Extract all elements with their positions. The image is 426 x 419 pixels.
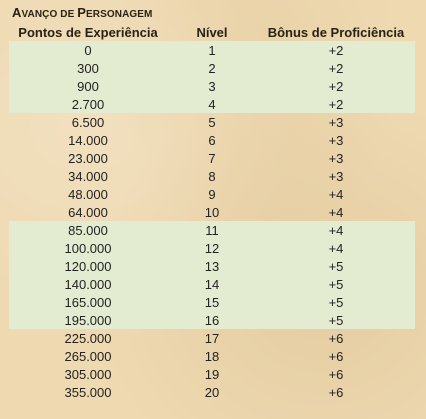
cell-bonus: +2 — [328, 42, 344, 58]
table-row: 6.500 5 +3 — [9, 113, 415, 131]
cell-level: 18 — [204, 348, 220, 364]
cell-xp: 2.700 — [71, 96, 105, 112]
table-row: 300 2 +2 — [9, 59, 415, 77]
header-level: Nível — [196, 24, 228, 40]
header-xp: Pontos de Experiência — [18, 24, 158, 40]
cell-bonus: +5 — [328, 294, 344, 310]
cell-level: 15 — [204, 294, 220, 310]
table-row: 355.000 20 +6 — [9, 383, 415, 401]
cell-level: 2 — [208, 60, 216, 76]
table-row: 0 1 +2 — [9, 41, 415, 59]
cell-bonus: +3 — [328, 114, 344, 130]
cell-bonus: +5 — [328, 276, 344, 292]
cell-level: 17 — [204, 330, 220, 346]
cell-level: 9 — [208, 186, 216, 202]
cell-xp: 900 — [77, 78, 99, 94]
advancement-table: Pontos de Experiência Nível Bônus de Pro… — [9, 23, 415, 401]
cell-xp: 0 — [84, 42, 92, 58]
cell-bonus: +3 — [328, 150, 344, 166]
title-rest-a: VANÇO DE — [21, 9, 78, 20]
table-row: 48.000 9 +4 — [9, 185, 415, 203]
cell-level: 16 — [204, 312, 220, 328]
cell-level: 20 — [204, 384, 220, 400]
table-row: 140.000 14 +5 — [9, 275, 415, 293]
header-bonus: Bônus de Proficiência — [267, 24, 405, 40]
cell-xp: 64.000 — [68, 204, 108, 220]
table-row: 85.000 11 +4 — [9, 221, 415, 239]
table-row: 225.000 17 +6 — [9, 329, 415, 347]
cell-bonus: +6 — [328, 366, 344, 382]
table-header: Pontos de Experiência Nível Bônus de Pro… — [9, 23, 415, 41]
cell-xp: 120.000 — [64, 258, 112, 274]
cell-bonus: +4 — [328, 240, 344, 256]
cell-bonus: +5 — [328, 258, 344, 274]
cell-level: 6 — [208, 132, 216, 148]
table-title: AVANÇO DE PERSONAGEM — [12, 5, 152, 20]
title-rest-p: ERSONAGEM — [86, 9, 153, 20]
cell-level: 10 — [204, 204, 220, 220]
cell-level: 12 — [204, 240, 220, 256]
cell-bonus: +4 — [328, 186, 344, 202]
cell-bonus: +6 — [328, 348, 344, 364]
table-row: 195.000 16 +5 — [9, 311, 415, 329]
table-row: 265.000 18 +6 — [9, 347, 415, 365]
cell-bonus: +3 — [328, 168, 344, 184]
cell-xp: 100.000 — [64, 240, 112, 256]
cell-bonus: +6 — [328, 384, 344, 400]
cell-xp: 355.000 — [64, 384, 112, 400]
cell-bonus: +2 — [328, 78, 344, 94]
cell-bonus: +2 — [328, 96, 344, 112]
cell-level: 13 — [204, 258, 220, 274]
table-body: 0 1 +2 300 2 +2 900 3 +2 2.700 4 +2 6.500 5 +3 14.000 6 +… — [9, 41, 415, 401]
table-row: 14.000 6 +3 — [9, 131, 415, 149]
cell-level: 7 — [208, 150, 216, 166]
cell-bonus: +4 — [328, 204, 344, 220]
cell-xp: 48.000 — [68, 186, 108, 202]
cell-bonus: +2 — [328, 60, 344, 76]
cell-xp: 140.000 — [64, 276, 112, 292]
cell-xp: 225.000 — [64, 330, 112, 346]
cell-xp: 165.000 — [64, 294, 112, 310]
table-row: 305.000 19 +6 — [9, 365, 415, 383]
cell-xp: 6.500 — [71, 114, 105, 130]
cell-xp: 85.000 — [68, 222, 108, 238]
cell-xp: 265.000 — [64, 348, 112, 364]
cell-level: 11 — [205, 222, 219, 238]
table-row: 165.000 15 +5 — [9, 293, 415, 311]
table-row: 100.000 12 +4 — [9, 239, 415, 257]
cell-level: 1 — [208, 42, 216, 58]
table-row: 64.000 10 +4 — [9, 203, 415, 221]
cell-xp: 34.000 — [68, 168, 108, 184]
cell-level: 4 — [208, 96, 216, 112]
cell-level: 8 — [208, 168, 216, 184]
cell-xp: 305.000 — [64, 366, 112, 382]
cell-xp: 14.000 — [68, 132, 108, 148]
title-initial-p: P — [77, 5, 87, 20]
table-row: 900 3 +2 — [9, 77, 415, 95]
cell-bonus: +6 — [328, 330, 344, 346]
cell-xp: 195.000 — [64, 312, 112, 328]
cell-xp: 300 — [77, 60, 99, 76]
table-row: 23.000 7 +3 — [9, 149, 415, 167]
table-row: 34.000 8 +3 — [9, 167, 415, 185]
cell-level: 5 — [208, 114, 216, 130]
table-row: 120.000 13 +5 — [9, 257, 415, 275]
table-row: 2.700 4 +2 — [9, 95, 415, 113]
cell-bonus: +5 — [328, 312, 344, 328]
cell-xp: 23.000 — [68, 150, 108, 166]
cell-bonus: +3 — [328, 132, 344, 148]
cell-level: 14 — [204, 276, 220, 292]
title-initial-a: A — [12, 5, 22, 20]
cell-level: 19 — [204, 366, 220, 382]
cell-level: 3 — [208, 78, 216, 94]
cell-bonus: +4 — [328, 222, 344, 238]
